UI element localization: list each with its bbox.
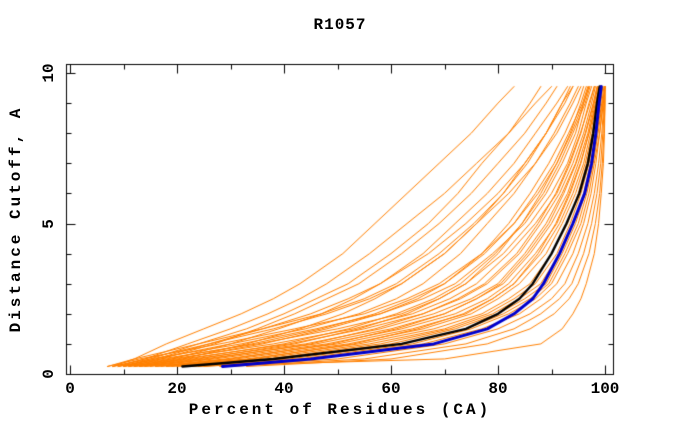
x-tick-label: 100: [590, 380, 620, 398]
y-tick-label: 0: [40, 369, 58, 379]
y-tick-label: 10: [40, 63, 58, 83]
chart-title: R1057: [313, 16, 367, 34]
x-tick-label: 20: [167, 380, 187, 398]
x-tick-label: 40: [274, 380, 294, 398]
y-axis-label: Distance Cutoff, A: [7, 105, 25, 333]
x-axis-label: Percent of Residues (CA): [188, 401, 492, 419]
x-tick-label: 60: [381, 380, 401, 398]
x-tick-label: 0: [65, 380, 75, 398]
x-tick-label: 80: [488, 380, 508, 398]
y-tick-label: 5: [40, 218, 58, 229]
